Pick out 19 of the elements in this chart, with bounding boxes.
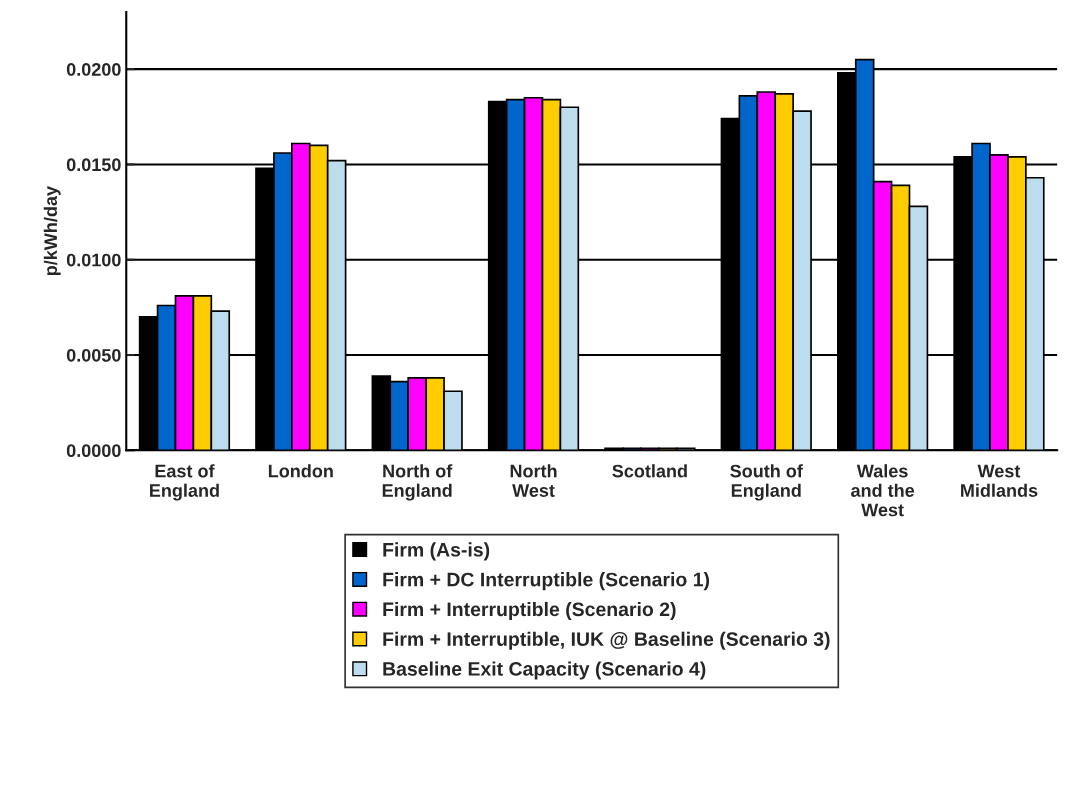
- y-tick-label: 0.0000: [66, 444, 121, 458]
- y-tick-label: 0.0150: [66, 158, 121, 172]
- y-axis-title: p/kWh/day: [43, 186, 61, 276]
- x-tick-label: East of England: [150, 464, 219, 501]
- x-tick-label: Wales and the West: [851, 464, 915, 517]
- x-tick-label: West Midlands: [961, 464, 1038, 497]
- legend-label: Baseline Exit Capacity (Scenario 4): [383, 661, 706, 680]
- legend-label: Firm + Interruptible (Scenario 2): [383, 601, 676, 621]
- y-tick-label: 0.0100: [66, 253, 121, 267]
- y-tick-label: 0.0200: [66, 63, 121, 76]
- x-tick-label: Scotland: [612, 464, 687, 478]
- x-tick-label: London: [268, 464, 333, 478]
- x-tick-label: South of England: [730, 464, 803, 501]
- x-tick-label: North West: [510, 464, 557, 497]
- y-tick-label: 0.0050: [66, 348, 121, 362]
- x-tick-label: North of England: [382, 464, 453, 501]
- legend-label: Firm + Interruptible, IUK @ Baseline (Scenario 3): [383, 631, 830, 650]
- legend-label: Firm + DC Interruptible (Scenario 1): [383, 572, 710, 591]
- legend-label: Firm (As-is): [383, 542, 490, 561]
